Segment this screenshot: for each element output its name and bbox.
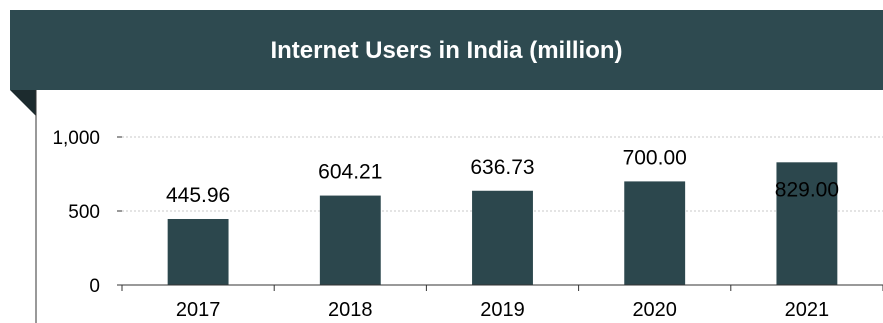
axes (35, 90, 883, 323)
data-label: 445.96 (166, 184, 230, 207)
x-tick-label: 2020 (632, 299, 677, 321)
bar (319, 195, 381, 285)
labels: 0 500 1,000 445.96 2017 604.21 2018 636.73 2019 7… (52, 128, 839, 321)
x-tick-label: 2018 (328, 299, 373, 321)
banner-fold (10, 90, 36, 116)
x-tick-label: 2019 (480, 299, 525, 321)
chart-title: Internet Users in India (million) (270, 37, 623, 64)
bar (776, 162, 838, 285)
chart-title-banner: Internet Users in India (million) (10, 10, 883, 90)
data-label: 700.00 (623, 146, 687, 169)
bar (167, 218, 229, 285)
data-label: 829.00 (775, 178, 839, 201)
bar (624, 181, 686, 285)
data-label: 604.21 (318, 161, 382, 184)
x-tick-label: 2017 (176, 299, 221, 321)
y-tick-label: 500 (68, 202, 100, 223)
bars (167, 162, 838, 285)
data-label: 636.73 (470, 156, 534, 179)
bar (472, 190, 533, 285)
x-tick-label: 2021 (785, 299, 830, 321)
y-tick-label: 0 (89, 276, 100, 297)
y-tick-label: 1,000 (52, 128, 100, 149)
